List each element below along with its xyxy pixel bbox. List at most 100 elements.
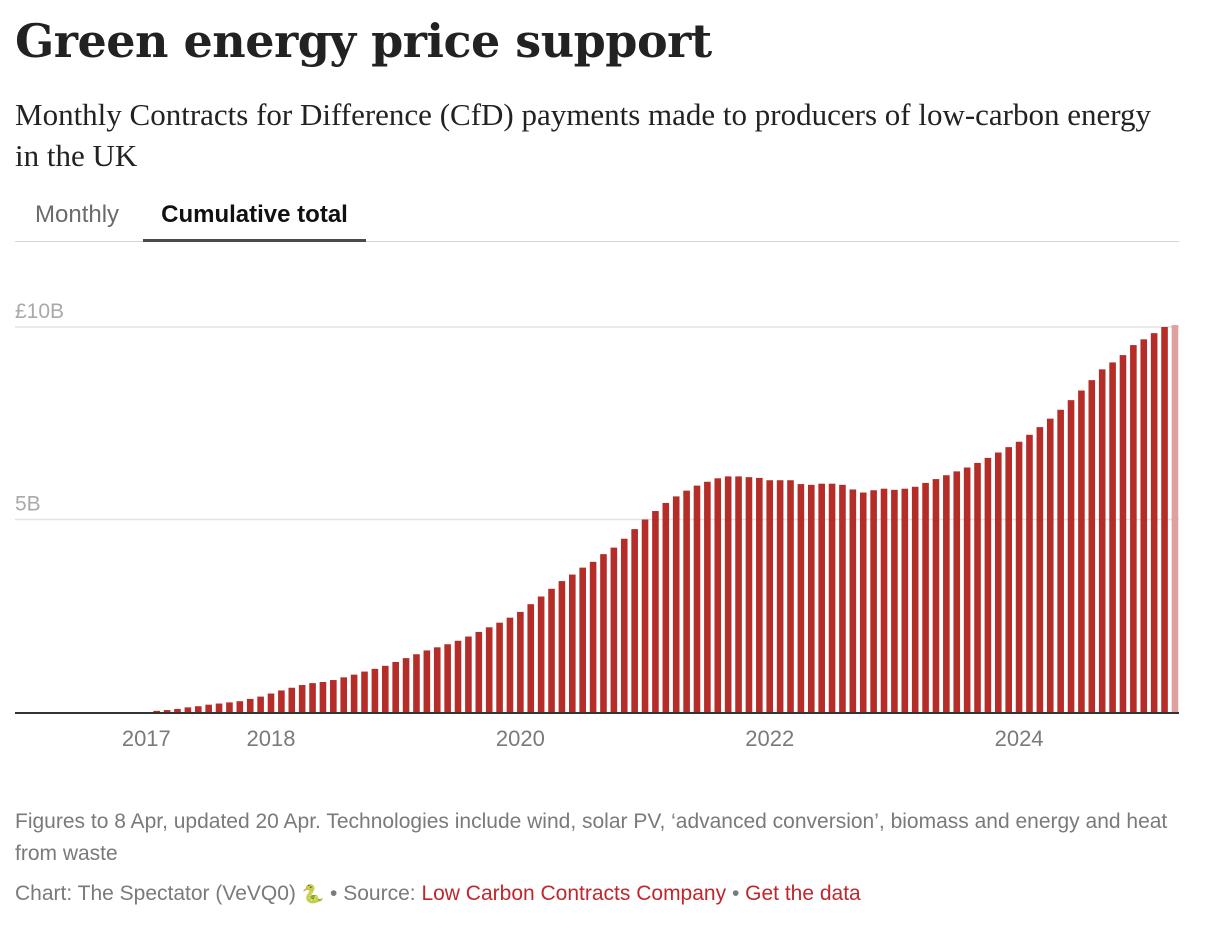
bar (246, 698, 254, 712)
bar (704, 481, 711, 712)
bar (330, 680, 337, 712)
bar (714, 478, 722, 712)
bar (839, 484, 846, 712)
credit-separator: • (731, 882, 740, 905)
bar (340, 677, 348, 712)
bar (745, 477, 753, 712)
bar (1161, 327, 1168, 712)
bar (693, 485, 701, 712)
bar (766, 480, 774, 712)
bar (662, 502, 670, 712)
bar (984, 457, 992, 712)
axes: 2017 2018 2020 2022 2024 (15, 712, 1179, 751)
bar (1150, 333, 1158, 712)
bar (298, 685, 306, 712)
bar (381, 665, 389, 712)
bar (444, 644, 451, 712)
snake-icon: 🐍 (301, 884, 325, 904)
bar (215, 703, 223, 712)
bar (1130, 345, 1137, 712)
bar (569, 574, 576, 712)
bar (641, 519, 649, 712)
bar (465, 636, 472, 712)
bar (288, 687, 296, 712)
bar (1119, 355, 1127, 712)
bar (1067, 400, 1075, 712)
bar-partial (1171, 325, 1179, 712)
credit-separator: • (330, 882, 338, 905)
credit-prefix: Chart: The Spectator (VeVQ0) (15, 882, 296, 905)
bar (859, 492, 867, 712)
bar (309, 683, 316, 712)
bar (880, 488, 888, 712)
bar (735, 476, 742, 712)
bar (828, 483, 836, 712)
bar (423, 650, 431, 712)
bar (517, 611, 524, 712)
bar (787, 480, 794, 712)
bar (205, 704, 212, 712)
bar (1005, 447, 1012, 712)
bar (454, 640, 462, 712)
bar (267, 693, 275, 712)
bar (724, 476, 732, 712)
bar (475, 631, 483, 712)
bar (652, 511, 659, 712)
bar (901, 488, 909, 712)
bar (1140, 339, 1148, 712)
bar (995, 452, 1002, 712)
bar (672, 496, 680, 712)
x-tick-label: 2017 (122, 726, 171, 751)
bar-chart: 5B £10B 2017 2018 2020 2022 2024 (15, 300, 1179, 751)
bar (1046, 418, 1054, 712)
y-tick-label: 5B (15, 493, 41, 516)
bar (589, 561, 597, 712)
source-label: Source: (343, 882, 416, 905)
bar (943, 475, 950, 712)
bar (807, 484, 815, 712)
bar (1109, 362, 1116, 712)
bar (620, 538, 628, 712)
bar (153, 710, 161, 712)
bar (932, 479, 940, 712)
bar (361, 671, 368, 712)
bar (236, 701, 244, 712)
bar (1057, 409, 1064, 712)
bar (891, 489, 898, 712)
bar (278, 690, 285, 712)
get-the-data-link[interactable]: Get the data (745, 882, 861, 905)
x-tick-label: 2020 (496, 726, 545, 751)
bar (1026, 434, 1033, 712)
bar (174, 708, 181, 712)
bar (911, 486, 919, 712)
bar (433, 647, 441, 712)
chart-credit: Chart: The Spectator (VeVQ0) 🐍 • Source:… (15, 878, 861, 910)
bar (797, 484, 805, 712)
bar (849, 489, 857, 712)
chart-notes: Figures to 8 Apr, updated 20 Apr. Techno… (15, 810, 1168, 865)
view-tabs: Monthly Cumulative total (15, 192, 1179, 242)
x-tick-label: 2018 (247, 726, 296, 751)
bar (683, 490, 690, 712)
bar (870, 490, 877, 712)
tab-cumulative-total[interactable]: Cumulative total (143, 192, 366, 242)
bar (350, 674, 358, 712)
bar (257, 696, 264, 712)
bar (506, 617, 514, 712)
bar (963, 467, 971, 712)
bar (496, 622, 503, 712)
bar (1098, 369, 1106, 712)
bar (953, 471, 961, 712)
bar (1036, 427, 1044, 712)
x-tick-label: 2022 (745, 726, 794, 751)
bar (194, 706, 202, 712)
bar (1078, 390, 1085, 712)
bar (922, 482, 929, 712)
tab-monthly[interactable]: Monthly (35, 201, 120, 228)
source-link[interactable]: Low Carbon Contracts Company (421, 882, 727, 905)
bar (537, 596, 545, 712)
bar (579, 567, 586, 712)
bar (776, 480, 784, 712)
bar (163, 710, 171, 712)
bar (600, 554, 607, 712)
